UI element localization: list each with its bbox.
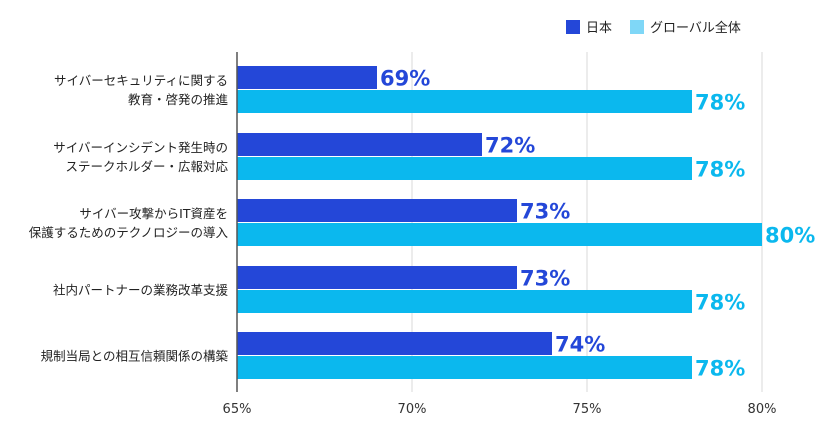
x-tick-label-70: 70% xyxy=(398,402,427,417)
bar-japan-1 xyxy=(237,133,482,156)
value-label-global-1: 78% xyxy=(695,158,745,182)
bar-japan-4 xyxy=(237,332,552,355)
legend-item-global: グローバル全体 xyxy=(630,17,741,36)
value-label-japan-0: 69% xyxy=(380,67,430,91)
bar-global-2 xyxy=(237,223,762,246)
value-label-global-2: 80% xyxy=(765,224,815,248)
category-label-1-0: サイバーインシデント発生時の xyxy=(53,140,228,155)
legend-label-global: グローバル全体 xyxy=(650,21,741,36)
legend-item-japan: 日本 xyxy=(566,17,612,36)
legend-label-japan: 日本 xyxy=(586,21,613,36)
category-label-4-0: 規制当局との相互信頼関係の構築 xyxy=(41,349,229,364)
category-label-3-0: 社内パートナーの業務改革支援 xyxy=(53,283,229,298)
legend: 日本 グローバル全体 xyxy=(566,17,759,36)
value-label-japan-3: 73% xyxy=(520,267,570,291)
value-label-japan-2: 73% xyxy=(520,200,570,224)
bar-japan-2 xyxy=(237,199,517,222)
value-label-global-4: 78% xyxy=(695,357,745,381)
bar-japan-0 xyxy=(237,66,377,89)
category-label-2-0: サイバー攻撃からIT資産を xyxy=(79,206,228,221)
bar-global-1 xyxy=(237,157,692,180)
category-label-2-1: 保護するためのテクノロジーの導入 xyxy=(29,225,229,240)
bar-japan-3 xyxy=(237,266,517,289)
bar-global-3 xyxy=(237,290,692,313)
value-label-japan-1: 72% xyxy=(485,134,535,158)
x-tick-label-75: 75% xyxy=(573,402,602,417)
value-label-global-3: 78% xyxy=(695,291,745,315)
legend-swatch-japan xyxy=(566,19,580,34)
value-label-japan-4: 74% xyxy=(555,333,605,357)
category-label-0-0: サイバーセキュリティに関する xyxy=(54,73,228,88)
category-label-1-1: ステークホルダー・広報対応 xyxy=(65,159,228,174)
x-tick-label-65: 65% xyxy=(223,402,252,417)
x-tick-label-80: 80% xyxy=(748,402,777,417)
category-label-0-1: 教育・啓発の推進 xyxy=(128,92,229,107)
value-label-global-0: 78% xyxy=(695,91,745,115)
bar-global-4 xyxy=(237,356,692,379)
bar-global-0 xyxy=(237,90,692,113)
legend-swatch-global xyxy=(630,19,645,34)
